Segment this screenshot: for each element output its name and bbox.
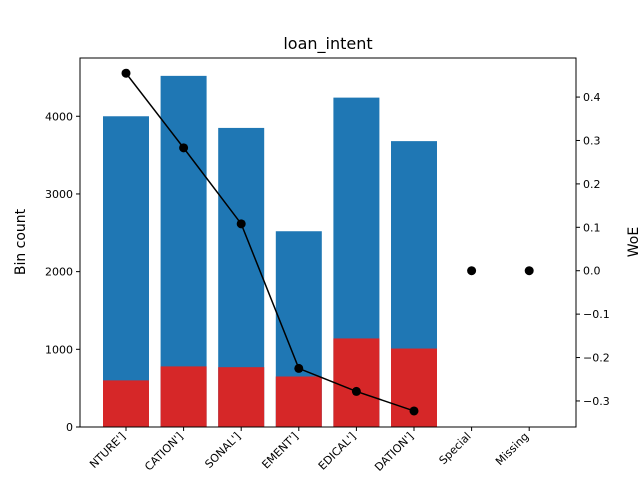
y2-tick-label-5: 0.2 [583,178,601,191]
x-tick-label-4: EDICAL'] [316,430,359,473]
y2-axis-label: WoE [626,227,640,257]
bar-event-4 [333,338,380,427]
bar-event-2 [218,367,265,427]
y2-tick-label-4: 0.1 [583,221,601,234]
y-axis-label: Bin count [13,208,29,275]
x-tick-label-2: SONAL'] [202,430,243,471]
x-tick-label-7: Missing [493,430,531,468]
y-tick-label-4: 4000 [45,110,73,123]
woe-point-6 [467,266,477,276]
x-tick-label-3: EMENT'] [259,430,300,471]
x-tick-label-1: CATION'] [142,430,186,474]
plot-frame [79,57,577,428]
woe-line [125,72,415,412]
x-tick-label-6: Special [436,430,473,467]
y2-tick-label-0: −0.3 [583,395,610,408]
woe-point-2 [236,219,246,229]
y2-tick-label-2: −0.1 [583,308,610,321]
bar-total-0 [103,116,149,428]
woe-point-3 [294,363,304,373]
x-tick-label-5: DATION'] [372,430,416,474]
chart-title: loan_intent [283,34,372,54]
bar-event-1 [160,366,207,427]
y-tick-label-0: 0 [66,421,73,434]
y-tick-label-1: 1000 [45,343,73,356]
y2-tick-label-7: 0.4 [583,91,601,104]
y2-tick-label-6: 0.3 [583,134,601,147]
y-tick-label-3: 3000 [45,188,73,201]
y-tick-label-2: 2000 [45,266,73,279]
x-tick-label-0: NTURE'] [87,430,128,471]
bar-event-0 [103,380,149,427]
woe-point-1 [179,143,189,153]
bar-event-3 [275,376,322,427]
y2-tick-label-1: −0.2 [583,352,610,365]
woe-point-5 [409,406,419,416]
woe-point-0 [121,68,131,78]
plot-area: 0 1000 2000 3000 4000 −0.3 −0.2 −0.1 0.0 0.1 0.2 0.… [45,57,610,474]
y2-tick-label-3: 0.0 [583,265,601,278]
woe-point-4 [351,386,361,396]
woe-point-7 [524,266,534,276]
